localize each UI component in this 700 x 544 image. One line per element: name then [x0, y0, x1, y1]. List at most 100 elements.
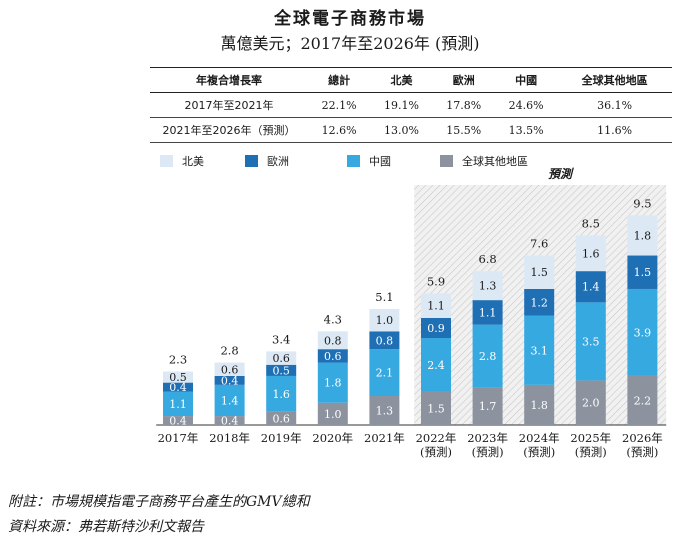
- cagr-cell: 13.0%: [370, 117, 433, 143]
- legend-label: 全球其他地區: [462, 155, 528, 168]
- data-label: 1.1: [169, 398, 187, 411]
- data-label: 3.9: [634, 326, 652, 339]
- category-label: 2023年: [467, 431, 508, 445]
- data-label: 0.4: [221, 415, 239, 428]
- legend-swatch: [245, 155, 258, 167]
- data-label: 1.8: [530, 399, 548, 412]
- data-label: 0.6: [324, 350, 342, 363]
- category-label: 2017年: [158, 431, 199, 445]
- bar-segment: [421, 293, 451, 318]
- chart-title: 全球電子商務市場: [274, 9, 426, 29]
- data-label: 0.6: [272, 412, 290, 425]
- legend-item-europe: 歐洲: [245, 153, 289, 169]
- data-label: 0.8: [324, 334, 342, 347]
- bar-segment: [317, 362, 348, 403]
- legend-swatch: [347, 155, 360, 167]
- data-label: 1.1: [427, 300, 445, 313]
- data-label: 1.3: [376, 405, 394, 418]
- bar-segment: [266, 364, 297, 376]
- data-label: 1.0: [376, 314, 394, 327]
- bar-segment: [369, 309, 400, 332]
- bar-segment: [575, 302, 606, 381]
- data-label: 0.5: [272, 364, 290, 377]
- cagr-cell: 24.6%: [494, 92, 558, 118]
- category-label: 2025年: [570, 431, 611, 445]
- data-label: 1.4: [221, 394, 239, 407]
- bar-segment: [472, 271, 503, 301]
- cagr-header-label: 年複合增長率: [150, 67, 308, 93]
- footnote-note: 附註：市場規模指電子商務平台產生的GMV總和: [8, 494, 310, 510]
- data-label: 2.0: [582, 397, 600, 410]
- data-label: 1.4: [582, 281, 600, 294]
- bar-segment: [421, 391, 451, 425]
- legend-label: 中國: [369, 155, 391, 168]
- category-label: 2024年: [519, 431, 560, 445]
- bar-segment: [214, 362, 245, 376]
- bar-segment: [524, 255, 555, 289]
- data-label: 2.1: [376, 367, 394, 380]
- bar-segment: [369, 396, 400, 425]
- category-label: 2022年: [416, 431, 457, 445]
- data-label: 0.4: [169, 381, 187, 394]
- total-label: 5.1: [375, 290, 393, 304]
- cagr-row: 2017年至2021年 22.1% 19.1% 17.8% 24.6% 36.1…: [150, 92, 672, 118]
- legend-swatch: [160, 155, 173, 167]
- data-label: 1.6: [582, 247, 600, 260]
- data-label: 0.9: [427, 322, 445, 335]
- category-label: (預測): [472, 445, 504, 459]
- cagr-cell: 11.6%: [557, 117, 672, 143]
- bar-segment: [214, 416, 245, 425]
- total-label: 6.8: [478, 252, 496, 266]
- total-label: 2.3: [169, 352, 187, 366]
- cagr-row: 2021年至2026年（預測） 12.6% 13.0% 15.5% 13.5% …: [150, 117, 672, 143]
- category-label: 2026年: [622, 431, 663, 445]
- bar-segment: [627, 375, 658, 425]
- bar-segment: [266, 375, 297, 412]
- legend-item-north-america: 北美: [160, 153, 204, 169]
- stacked-bar-chart: 0.41.10.40.52.32017年0.41.40.40.62.82018年…: [156, 185, 667, 459]
- data-label: 2.4: [427, 359, 445, 372]
- legend-label: 歐洲: [267, 155, 289, 168]
- bar-segment: [627, 288, 658, 376]
- data-label: 1.5: [634, 266, 652, 279]
- bar-segment: [524, 288, 555, 316]
- bar-segment: [317, 331, 348, 350]
- total-label: 3.4: [272, 332, 290, 346]
- bar-segment: [369, 331, 400, 350]
- data-label: 3.5: [582, 335, 600, 348]
- chart-subtitle: 萬億美元；2017年至2026年 (預測): [220, 34, 480, 53]
- data-label: 1.8: [634, 229, 652, 242]
- cagr-cell: 19.1%: [370, 92, 433, 118]
- bar-segment: [317, 402, 348, 425]
- total-label: 4.3: [324, 312, 342, 326]
- bar-segment: [627, 255, 658, 289]
- category-label: 2019年: [261, 431, 302, 445]
- legend-label: 北美: [182, 155, 204, 168]
- cagr-row-label: 2017年至2021年: [150, 92, 308, 118]
- cagr-cell: 36.1%: [557, 92, 672, 118]
- data-label: 1.2: [530, 296, 548, 309]
- bar-segment: [163, 416, 193, 425]
- cagr-header-europe: 歐洲: [432, 67, 495, 93]
- data-label: 1.8: [324, 377, 342, 390]
- total-label: 9.5: [633, 196, 651, 210]
- category-label: 2018年: [209, 431, 250, 445]
- data-label: 3.1: [530, 344, 548, 357]
- bar-segment: [524, 384, 555, 425]
- legend-swatch: [440, 155, 453, 167]
- category-label: 2021年: [364, 431, 405, 445]
- bar-segment: [266, 351, 297, 365]
- bar-segment: [472, 387, 503, 425]
- cagr-cell: 15.5%: [432, 117, 495, 143]
- total-label: 2.8: [220, 344, 238, 358]
- bar-segment: [524, 315, 555, 385]
- bar-segment: [627, 215, 658, 256]
- bar-segment: [472, 300, 503, 325]
- forecast-label: 預測: [548, 167, 573, 181]
- data-label: 1.3: [479, 280, 497, 293]
- cagr-cell: 22.1%: [308, 92, 371, 118]
- data-label: 0.8: [376, 334, 394, 347]
- cagr-header-row: 年複合增長率 總計 北美 歐洲 中國 全球其他地區: [150, 67, 672, 93]
- bar-segment: [421, 338, 451, 392]
- legend-item-rest-of-world: 全球其他地區: [440, 153, 528, 169]
